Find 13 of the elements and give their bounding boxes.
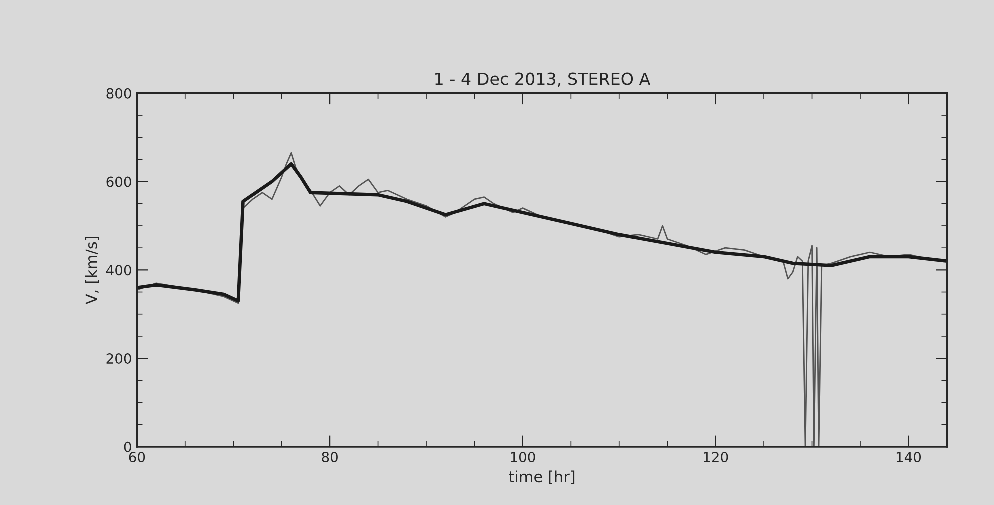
x-tick-label: 80 — [322, 452, 338, 463]
y-tick-label: 200 — [106, 354, 132, 364]
x-tick-label: 100 — [511, 452, 536, 463]
chart-title: 1 - 4 Dec 2013, STEREO A — [436, 72, 651, 88]
y-axis-title: V, [km/s] — [85, 237, 100, 305]
x-tick-label: 140 — [896, 452, 922, 463]
y-tick-label: 800 — [106, 88, 132, 99]
y-tick-label: 0 — [124, 442, 132, 452]
x-axis-title: time [hr] — [509, 470, 575, 484]
y-tick-label: 600 — [106, 176, 132, 188]
x-tick-label: 60 — [129, 452, 146, 463]
x-tick-label: 120 — [704, 452, 728, 463]
y-tick-label: 400 — [106, 265, 132, 276]
